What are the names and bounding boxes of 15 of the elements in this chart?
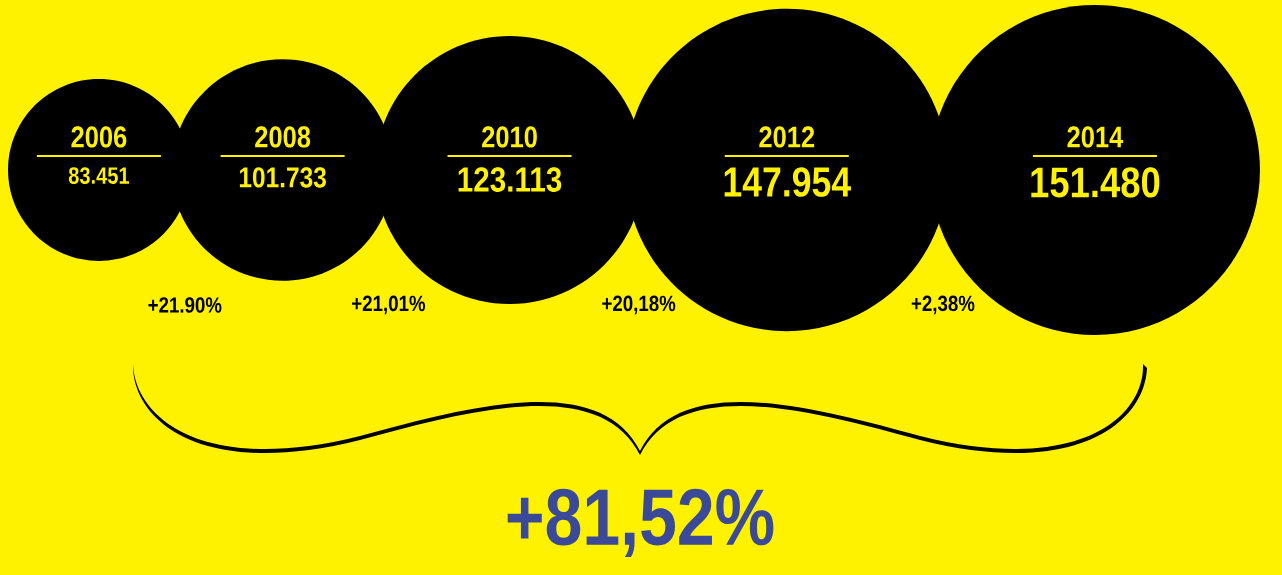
text: +20,18% <box>602 295 676 315</box>
data-label: 83.451 <box>68 167 130 184</box>
text: +81,52% <box>507 488 774 558</box>
text: +21,01% <box>352 295 426 315</box>
category-label: 2014 <box>1067 126 1124 148</box>
data-label: 147.954 <box>724 167 851 197</box>
data-label: 101.733 <box>239 167 326 188</box>
category-label: 2008 <box>255 126 311 148</box>
data-label: 151.480 <box>1031 167 1160 198</box>
text: +21.90% <box>148 297 222 313</box>
data-label: 123.113 <box>458 167 562 192</box>
category-label: 2012 <box>759 126 815 148</box>
text: +2,38% <box>911 295 975 315</box>
category-label: 2006 <box>71 126 127 148</box>
category-label: 2010 <box>482 126 537 148</box>
